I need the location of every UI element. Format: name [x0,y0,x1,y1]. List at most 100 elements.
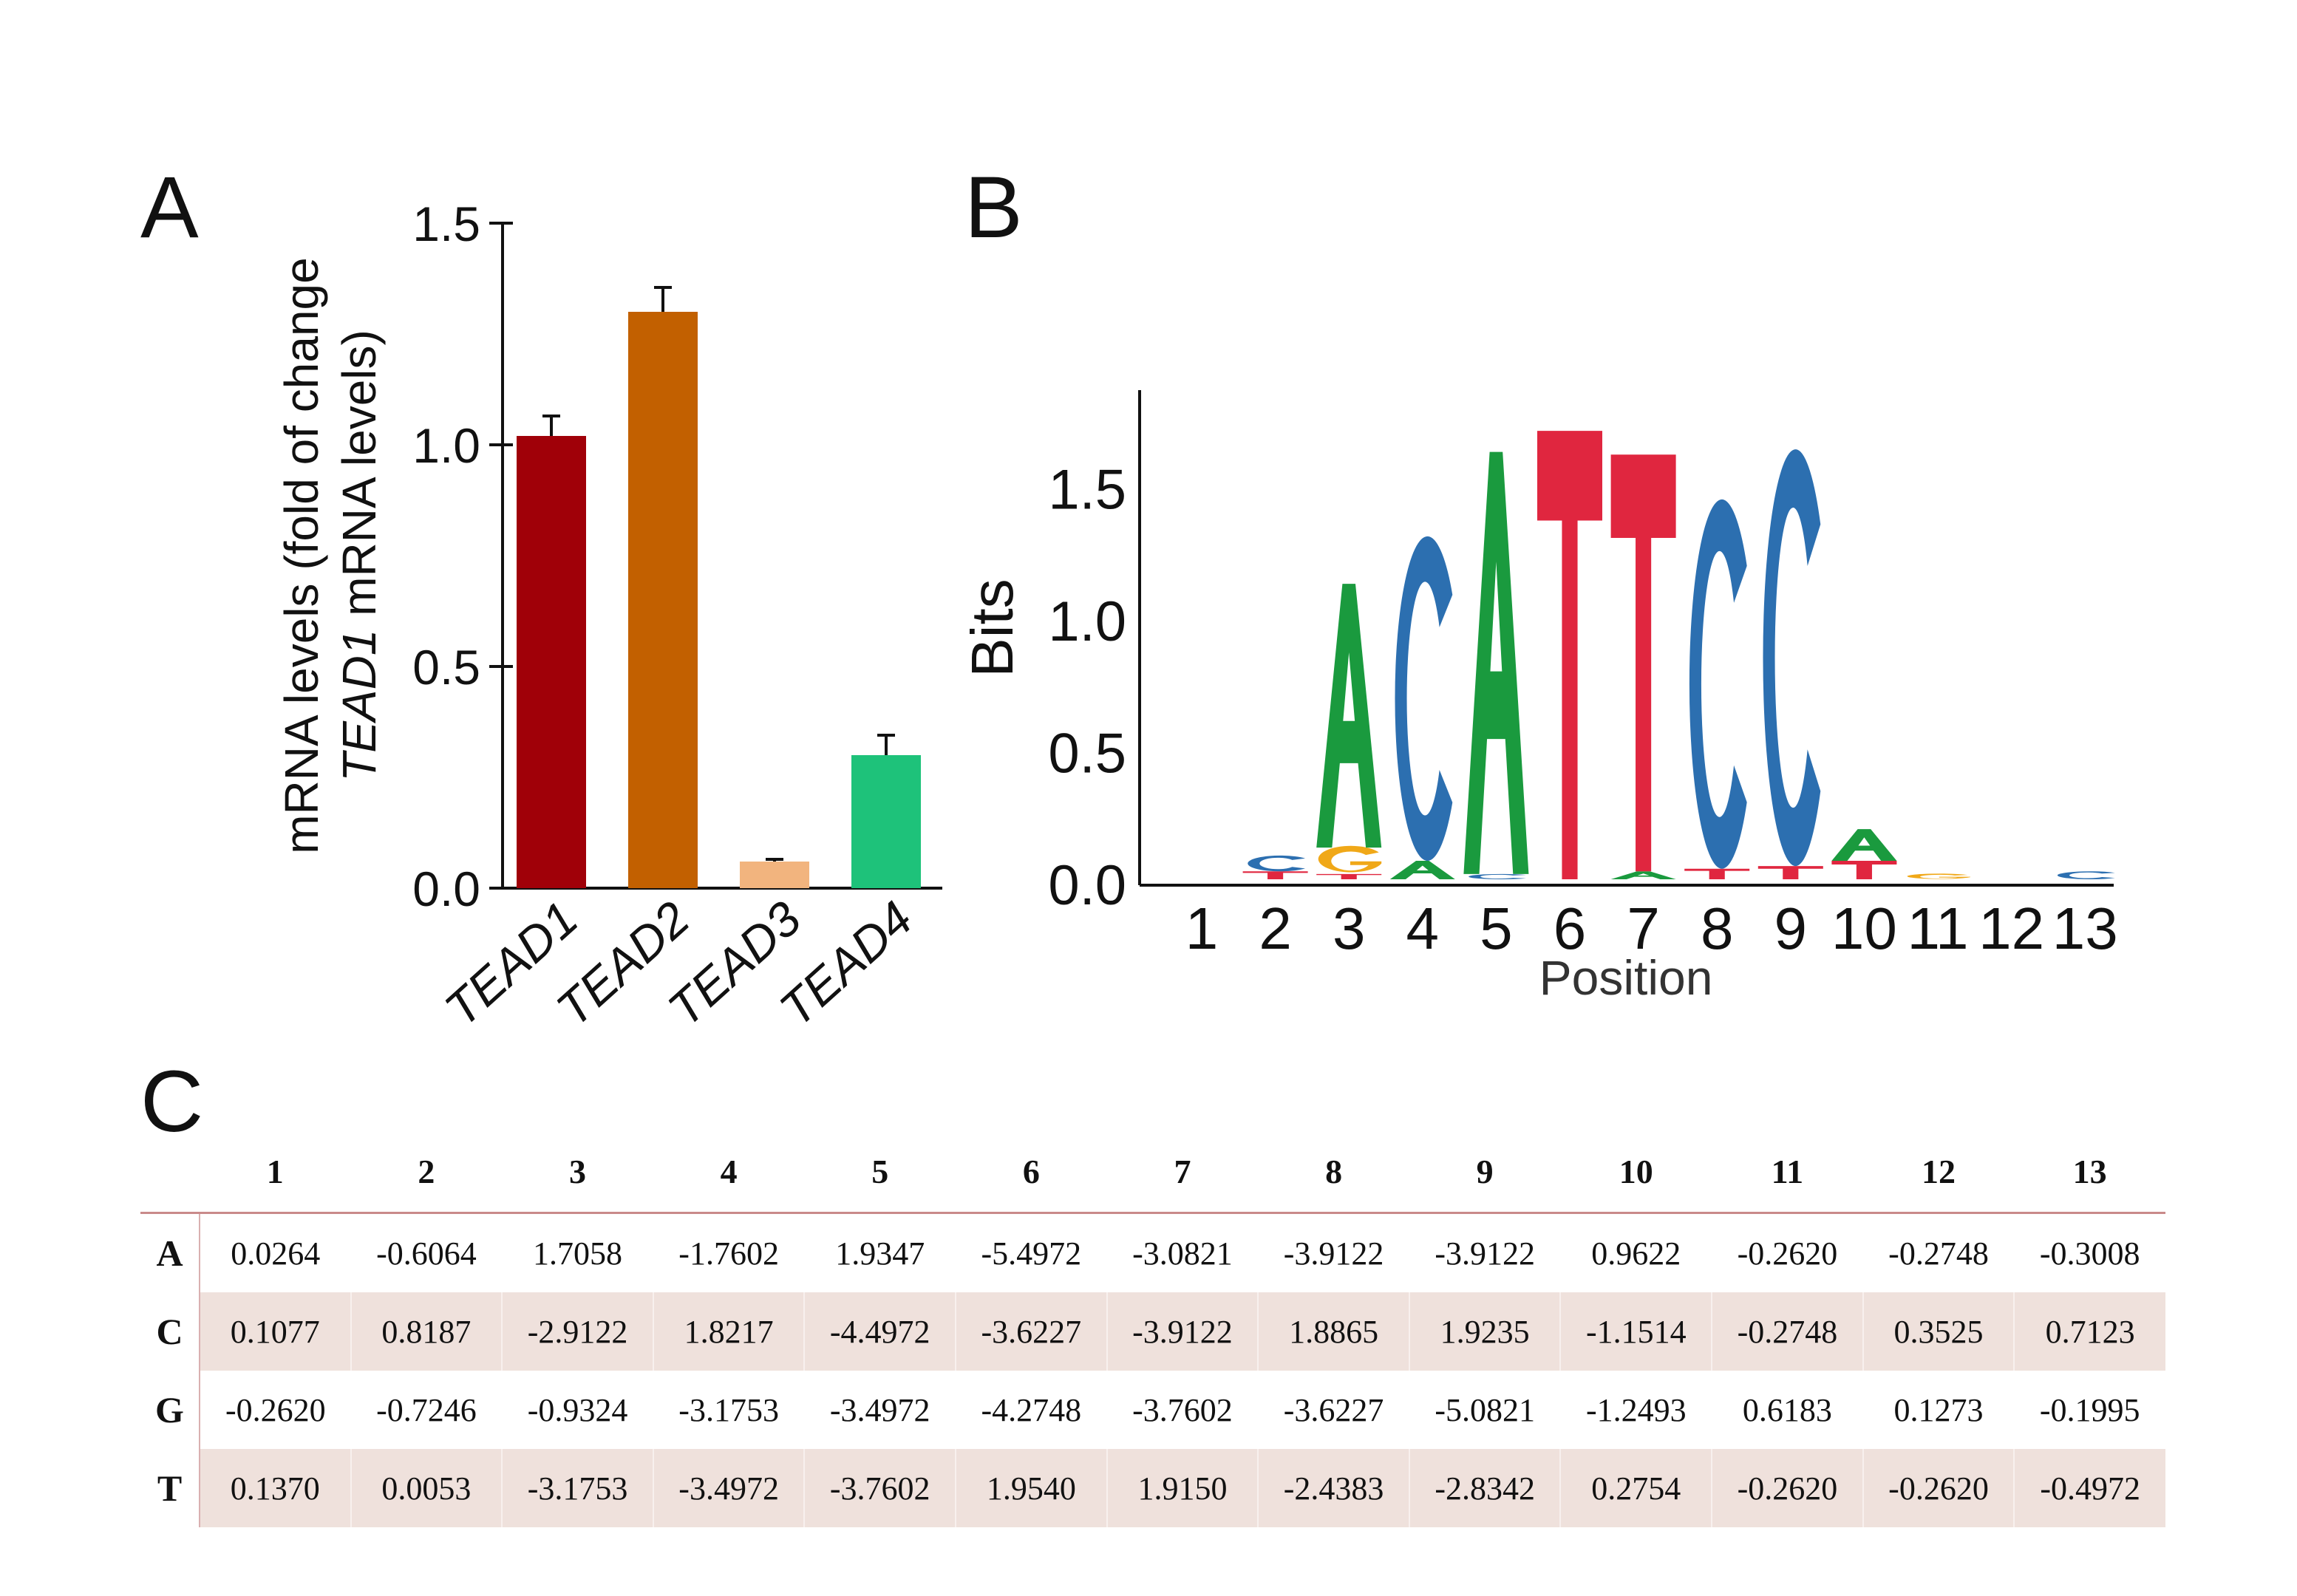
pwm-cell: 0.6183 [1742,1391,1832,1428]
pwm-row-label: G [140,1371,200,1449]
logo-letter-t [1757,866,1823,879]
logo-letter-c [1689,499,1747,869]
pwm-cell: -3.7602 [1132,1391,1233,1428]
pwm-column-header: 8 [1325,1152,1343,1190]
pwm-cell: -0.3008 [2039,1235,2140,1272]
logo-letter-c [1763,449,1821,867]
pwm-cell: -3.0821 [1132,1235,1233,1272]
pwm-cell: -0.6064 [376,1235,477,1272]
pwm-row-g: G -0.2620 -0.7246 -0.9324 -3.1753 -3.4972 -4.2… [140,1371,2165,1449]
pwm-cell: -3.6227 [955,1292,1107,1371]
pwm-cell: -3.7602 [803,1449,956,1527]
pwm-cell: 0.1273 [1893,1391,1984,1428]
bar-y-tick-label: 0.0 [412,862,480,916]
pwm-cell: -3.9122 [1106,1292,1259,1371]
logo-letter-a [1316,584,1382,848]
pwm-cell: 1.9235 [1408,1292,1561,1371]
pwm-cell: -2.9122 [501,1292,653,1371]
bar-y-tick-label: 0.5 [412,640,480,695]
pwm-column-header: 7 [1174,1152,1191,1190]
pwm-cell: 0.8187 [350,1292,503,1371]
bar-tead1 [517,436,586,888]
pwm-column-header: 5 [871,1152,889,1190]
pwm-cell: -3.9122 [1435,1235,1535,1272]
logo-letter-g [1907,873,1970,879]
pwm-cell: -4.4972 [803,1292,956,1371]
logo-letter-t [1831,861,1897,879]
pwm-column-header: 6 [1022,1152,1040,1190]
pwm-cell: -0.2748 [1711,1292,1863,1371]
y-axis-label-line1: mRNA levels (fold of change [275,257,328,854]
pwm-column-header: 10 [1619,1152,1653,1190]
logo-x-axis-label: Position [1539,950,1713,1005]
logo-x-tick-label: 10 [1831,896,1897,961]
logo-x-tick-label: 13 [2052,896,2118,961]
pwm-cell: -3.1753 [678,1391,779,1428]
logo-x-tick-label: 11 [1907,896,1968,961]
pwm-cell: -0.2620 [225,1391,326,1428]
pwm-cell: -3.1753 [501,1449,653,1527]
pwm-cell: 0.0264 [231,1235,321,1272]
logo-x-tick-label: 12 [1978,896,2044,961]
pwm-cell: 0.9622 [1591,1235,1681,1272]
logo-letter-t [1684,868,1750,879]
panel-label-a: A [140,159,199,256]
pwm-cell: -3.6227 [1283,1391,1384,1428]
logo-letter-t [1242,871,1308,879]
logo-letter-c [1395,536,1453,862]
logo-letter-t [1537,431,1602,879]
logo-y-axis-label: Bits [959,579,1025,677]
logo-y-tick-label: 1.5 [1048,459,1126,522]
pwm-cell: 0.0053 [350,1449,503,1527]
pwm-column-header: 12 [1922,1152,1956,1190]
y-axis-label-gene: TEAD1 [333,630,386,782]
pwm-cell: -0.1995 [2039,1391,2140,1428]
pwm-column-header: 9 [1476,1152,1494,1190]
logo-letter-a [1389,861,1455,879]
pwm-table: 1 2 3 4 5 6 7 8 9 10 11 12 13 A 0.0264 -0.6064 1.7058 -1… [140,1130,2165,1527]
y-axis-label-rest: mRNA levels) [333,330,386,629]
logo-letter-a [1831,829,1897,862]
pwm-cell: 1.9540 [955,1449,1107,1527]
pwm-cell: -0.2748 [1888,1235,1989,1272]
pwm-cell: -0.2620 [1737,1235,1838,1272]
pwm-column-header: 1 [266,1152,284,1190]
pwm-cell: -1.7602 [678,1235,779,1272]
logo-y-tick-label: 0.5 [1048,723,1126,785]
logo-y-tick-label: 0.0 [1048,854,1126,917]
bar-tead3 [740,862,809,888]
logo-x-tick-label: 5 [1480,896,1513,961]
pwm-column-header: 11 [1771,1152,1804,1190]
pwm-cell: -4.2748 [981,1391,1082,1428]
pwm-cell: -2.4383 [1257,1449,1409,1527]
pwm-corner [140,1130,200,1213]
pwm-column-header: 13 [2072,1152,2107,1190]
logo-letter-t [1610,454,1676,872]
pwm-cell: -5.4972 [981,1235,1082,1272]
bar-y-tick-label: 1.0 [412,418,480,473]
logo-letter-a [1463,451,1529,874]
pwm-cell: -0.2620 [1862,1449,2015,1527]
pwm-header-row: 1 2 3 4 5 6 7 8 9 10 11 12 13 [140,1130,2165,1213]
bar-tead2 [628,312,698,888]
pwm-row-a: A 0.0264 -0.6064 1.7058 -1.7602 1.9347 -5.4972… [140,1213,2165,1292]
pwm-row-label: T [140,1449,200,1527]
logo-y-tick-label: 1.0 [1048,590,1126,653]
pwm-cell: -2.8342 [1408,1449,1561,1527]
panel-label-c: C [140,1053,204,1150]
y-axis-label-line2: TEAD1 mRNA levels) [333,330,386,782]
logo-x-tick-label: 2 [1259,896,1292,961]
pwm-cell: -0.4972 [2013,1449,2165,1527]
pwm-cell: -3.4972 [829,1391,930,1428]
logo-x-tick-label: 4 [1406,896,1440,961]
bar-tead4 [851,755,921,888]
pwm-cell: -1.1514 [1559,1292,1712,1371]
logo-letter-c [1248,855,1306,872]
pwm-row-c: C 0.1077 0.8187 -2.9122 1.8217 -4.4972 -3.6227… [140,1292,2165,1371]
panel-label-b: B [964,159,1023,256]
pwm-cell: -1.2493 [1585,1391,1687,1428]
logo-letter-c [1469,873,1526,879]
pwm-column-header: 3 [569,1152,587,1190]
